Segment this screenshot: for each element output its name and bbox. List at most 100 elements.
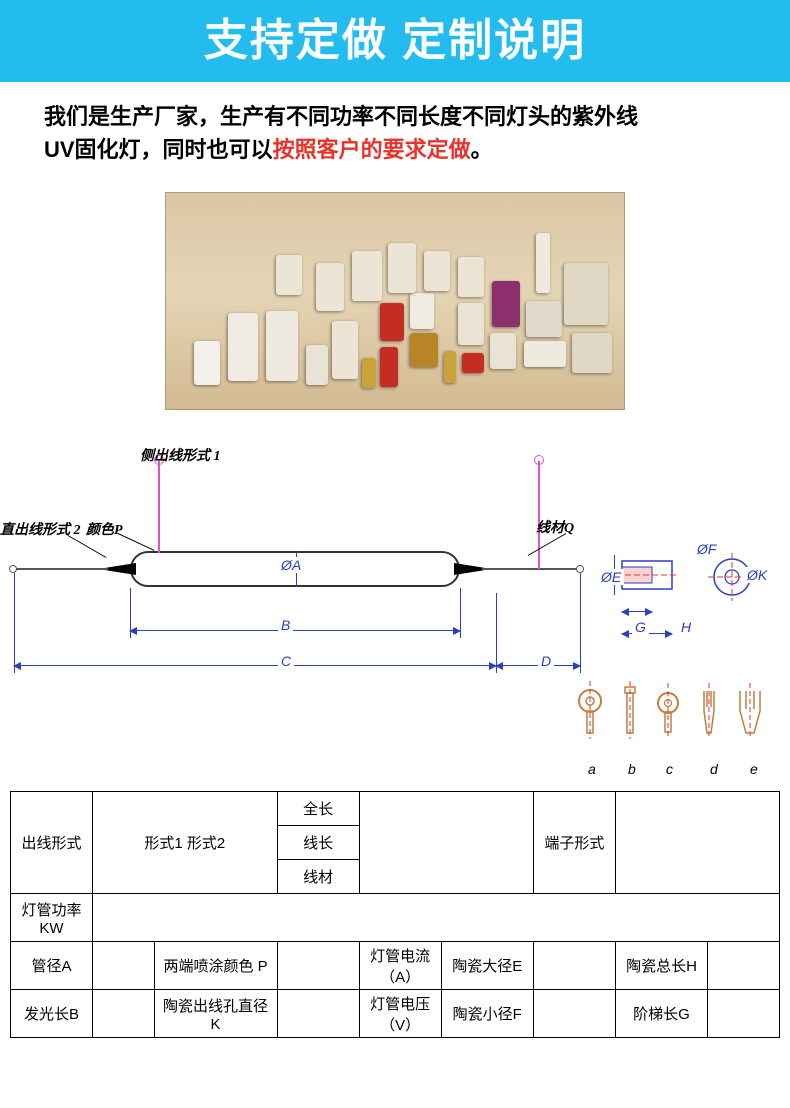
cell-light-B: 发光长B — [11, 990, 93, 1038]
wire-left-terminal — [9, 565, 17, 573]
banner: 支持定做 定制说明 — [0, 0, 790, 82]
photo-part — [352, 251, 382, 301]
cell-color-P: 两端喷涂颜色 P — [154, 942, 277, 990]
terminals-row — [576, 681, 776, 759]
cell-terminal-form: 端子形式 — [533, 792, 615, 894]
wire-left — [12, 568, 108, 570]
cell-r3-blank1 — [93, 942, 155, 990]
terminal-label-e: e — [750, 761, 758, 777]
photo-part — [490, 333, 516, 369]
technical-diagram: a b c d e 侧出线形式 1 直出线形式 2颜色P 线材Q ØA B C D ØE ØF Ø… — [0, 433, 790, 783]
cell-current: 灯管电流（A） — [359, 942, 441, 990]
cell-voltage: 灯管电压（V） — [359, 990, 441, 1038]
spec-table: 出线形式 形式1 形式2 全长 端子形式 线长 线材 灯管功率KW 管径A 两端… — [10, 791, 780, 1038]
photo-part — [276, 255, 302, 295]
photo-part — [424, 251, 450, 291]
diagram-label-phiE: ØE — [598, 569, 624, 585]
cell-power-blank — [93, 894, 780, 942]
cell-step-G: 阶梯长G — [615, 990, 707, 1038]
photo-part — [266, 311, 298, 381]
diagram-label-C: C — [278, 653, 294, 669]
cell-diameter-A: 管径A — [11, 942, 93, 990]
photo-part — [332, 321, 358, 379]
cell-r4-blank3 — [533, 990, 615, 1038]
photo-part — [228, 313, 258, 381]
intro-line1: 我们是生产厂家，生产有不同功率不同长度不同灯头的紫外线 — [44, 104, 638, 129]
cell-r3-blank3 — [533, 942, 615, 990]
diagram-label-wireQ: 线材Q — [536, 517, 574, 537]
banner-title: 支持定做 定制说明 — [204, 16, 586, 65]
diagram-label-D: D — [538, 653, 554, 669]
ceramic-section — [616, 551, 696, 611]
side-wire-left — [158, 461, 160, 553]
cell-outlet-form: 出线形式 — [11, 792, 93, 894]
photo-part — [362, 358, 376, 388]
cell-r4-blank4 — [708, 990, 780, 1038]
cell-ceramic-E: 陶瓷大径E — [441, 942, 533, 990]
photo-part — [572, 333, 612, 373]
photo-part — [458, 303, 484, 345]
photo-part — [410, 293, 434, 329]
photo-part — [564, 263, 608, 325]
photo-part — [444, 351, 456, 383]
cell-blank-2 — [615, 792, 779, 894]
intro-highlight: 按照客户的要求定做 — [273, 137, 471, 162]
lamp-end-right — [454, 563, 484, 575]
side-wire-right — [538, 461, 540, 569]
lamp-end-left — [106, 563, 136, 575]
product-photo-wrapper — [0, 192, 790, 415]
cell-r3-blank2 — [277, 942, 359, 990]
diagram-label-B: B — [278, 617, 293, 633]
photo-part — [462, 353, 484, 373]
cell-full-length: 全长 — [277, 792, 359, 826]
diagram-label-phiK: ØK — [744, 567, 770, 583]
cell-r4-blank1 — [93, 990, 155, 1038]
terminal-label-c: c — [666, 761, 673, 777]
terminal-label-b: b — [628, 761, 636, 777]
dim-C — [14, 665, 496, 666]
cell-r4-blank2 — [277, 990, 359, 1038]
photo-part — [492, 281, 520, 327]
diagram-label-G: G — [632, 619, 649, 635]
cell-power: 灯管功率KW — [11, 894, 93, 942]
cell-ceramic-H: 陶瓷总长H — [615, 942, 707, 990]
photo-part — [194, 341, 220, 385]
leader-colorP — [118, 533, 155, 551]
photo-part — [316, 263, 344, 311]
photo-part — [526, 301, 562, 337]
diagram-label-H: H — [678, 619, 694, 635]
cell-form12: 形式1 形式2 — [93, 792, 278, 894]
side-wire-right-dot — [534, 455, 544, 465]
intro-line2c: 。 — [471, 137, 493, 162]
tick-D-right — [580, 573, 581, 673]
wire-right — [482, 568, 578, 570]
photo-part — [306, 345, 328, 385]
terminal-label-a: a — [588, 761, 596, 777]
product-photo — [165, 192, 625, 410]
photo-part — [388, 243, 416, 293]
diagram-label-colorP: 颜色P — [86, 519, 123, 539]
photo-part — [524, 341, 566, 367]
dim-B — [130, 630, 460, 631]
cell-wire-length: 线长 — [277, 826, 359, 860]
cell-hole-K: 陶瓷出线孔直径K — [154, 990, 277, 1038]
wire-right-terminal — [576, 565, 584, 573]
diagram-label-phiF: ØF — [694, 541, 719, 557]
cell-ceramic-F: 陶瓷小径F — [441, 990, 533, 1038]
cell-blank-1 — [359, 792, 533, 894]
diagram-label-phiA: ØA — [278, 557, 304, 573]
dim-G — [622, 611, 652, 612]
intro-line2a: UV固化灯，同时也可以 — [44, 137, 273, 162]
terminal-label-d: d — [710, 761, 718, 777]
cell-wire-material: 线材 — [277, 860, 359, 894]
intro-text: 我们是生产厂家，生产有不同功率不同长度不同灯头的紫外线 UV固化灯，同时也可以按… — [0, 82, 790, 178]
photo-part — [536, 233, 550, 293]
photo-part — [380, 303, 404, 341]
photo-part — [380, 347, 398, 387]
cell-r3-blank4 — [708, 942, 780, 990]
diagram-label-top_left: 侧出线形式 1 — [140, 445, 221, 465]
diagram-label-left: 直出线形式 2 — [0, 519, 81, 539]
photo-part — [458, 257, 484, 297]
photo-part — [410, 333, 438, 367]
tick-C-left — [14, 573, 15, 673]
